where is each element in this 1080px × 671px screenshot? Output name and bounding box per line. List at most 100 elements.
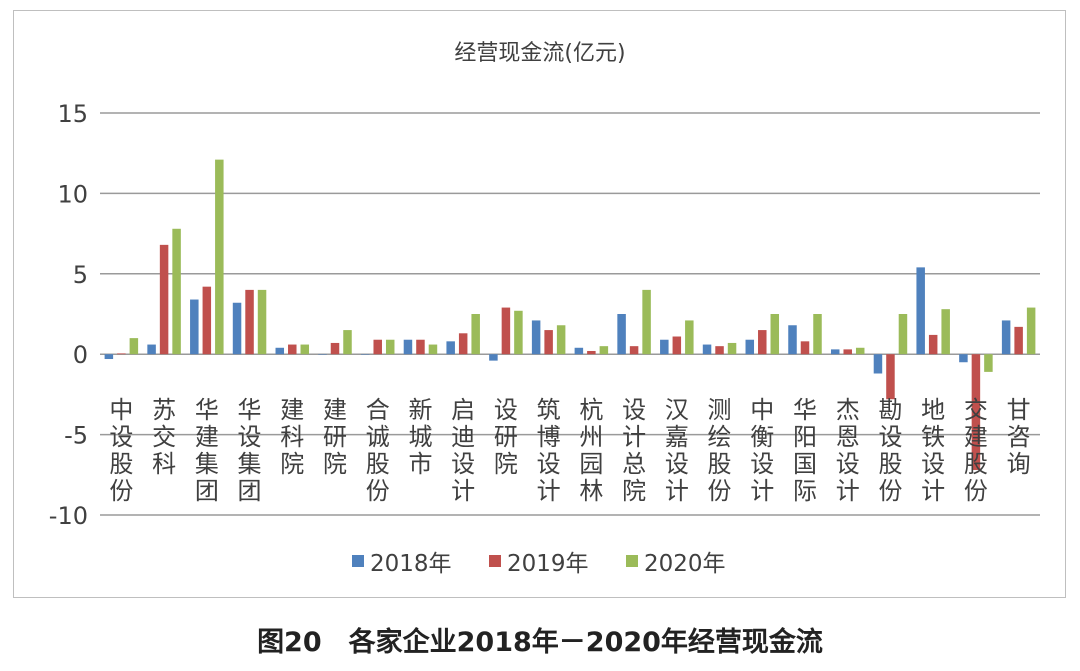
bar-2018年-杰恩设计 [830,349,840,355]
x-tick-label: 林 [579,477,603,505]
x-tick-label: 集 [238,450,262,478]
x-tick-label: 新 [408,396,432,424]
bar-2019年-甘咨询 [1014,326,1023,355]
bar-2020年-华设集团 [257,289,267,355]
bar-2018年-中衡设计 [745,339,755,355]
x-tick-label: 股 [878,450,902,478]
bar-2019年-华建集团 [202,286,212,355]
x-tick-label: 份 [878,477,902,505]
legend-label: 2020年 [644,551,726,577]
bar-2019年-新城市 [416,339,425,355]
x-tick-label: 华 [238,396,262,424]
bar-2019年-汉嘉设计 [672,336,682,355]
x-tick-label: 院 [622,477,646,505]
bar-2020年-筑博设计 [556,325,566,355]
bar-2019年-地铁设计 [928,334,938,355]
x-tick-label: 设 [878,423,902,451]
x-tick-label: 设 [921,450,945,478]
x-tick-label: 中 [109,396,133,424]
x-tick-label: 设 [537,450,561,478]
x-tick-label: 杰 [836,396,860,424]
x-tick-label: 铁 [921,423,945,451]
x-tick-label: 绘 [708,423,732,451]
x-tick-label: 地 [921,396,945,424]
x-tick-label: 计 [622,423,646,451]
y-tick-label: 10 [57,180,88,208]
bar-2020年-地铁设计 [941,309,950,355]
cash-flow-chart: 经营现金流(亿元)151050-5-10中设股份苏交科华建集团华设集团建科院建研… [49,41,1040,577]
x-tick-label: 博 [537,423,561,451]
bar-2020年-甘咨询 [1026,307,1036,355]
x-tick-label: 设 [109,423,133,451]
bar-2020年-汉嘉设计 [685,320,694,355]
x-tick-label: 设 [836,450,860,478]
bar-2019年-中设股份 [117,353,126,355]
x-tick-label: 计 [451,477,475,505]
x-tick-label: 股 [366,450,390,478]
x-tick-label: 研 [323,423,347,451]
x-tick-label: 团 [238,477,262,505]
x-tick-label: 份 [366,477,390,505]
x-tick-label: 设 [750,450,774,478]
bar-2020年-启迪设计 [471,314,480,355]
bar-2019年-华阳国际 [800,341,810,355]
bar-2018年-合诚股份 [360,354,370,355]
bar-2019年-建研院 [330,342,340,355]
chart-frame [13,10,1066,598]
bar-2018年-华阳国际 [788,325,797,355]
x-tick-label: 国 [793,450,817,478]
bar-2020年-华阳国际 [813,314,822,355]
bar-2019年-设计总院 [629,346,639,355]
bar-2019年-测绘股份 [715,346,724,355]
bar-2020年-中衡设计 [770,314,780,355]
bar-2020年-建科院 [300,344,310,355]
bar-2020年-杰恩设计 [855,347,865,355]
x-tick-label: 苏 [152,396,176,424]
bar-2020年-设计总院 [642,289,651,355]
bar-2019年-杭州园林 [587,350,596,355]
bar-2020年-新城市 [428,344,438,355]
bar-2018年-地铁设计 [916,267,925,355]
x-tick-label: 设 [665,450,689,478]
bar-2018年-华建集团 [190,299,199,355]
bar-2019年-苏交科 [159,244,169,355]
x-tick-label: 计 [537,477,561,505]
bar-2019年-中衡设计 [758,330,767,355]
x-tick-label: 设 [622,396,646,424]
legend-swatch [352,555,364,567]
x-tick-label: 计 [750,477,774,505]
x-tick-label: 院 [323,450,347,478]
x-tick-label: 份 [109,477,133,505]
x-tick-label: 汉 [665,396,689,424]
bar-2020年-合诚股份 [385,339,395,355]
bar-2020年-建研院 [343,330,352,355]
bar-2019年-华设集团 [245,289,254,355]
bar-2019年-交建股份 [971,354,981,470]
x-tick-label: 建 [323,396,347,424]
bar-2018年-建科院 [275,347,285,355]
bar-2018年-设研院 [489,354,498,361]
x-tick-label: 城 [408,423,432,451]
x-tick-label: 迪 [451,423,475,451]
x-tick-label: 诚 [366,423,390,451]
bar-2018年-华设集团 [232,302,242,355]
bar-2019年-设研院 [501,307,511,355]
x-tick-label: 份 [708,477,732,505]
y-tick-label: 0 [73,341,88,369]
x-tick-label: 华 [793,396,817,424]
legend-swatch [489,555,501,567]
y-tick-label: -5 [64,422,88,450]
bar-2018年-中设股份 [104,354,114,360]
x-tick-label: 设 [494,396,518,424]
bar-2018年-新城市 [403,339,413,355]
x-tick-label: 股 [109,450,133,478]
x-tick-label: 院 [494,450,518,478]
x-tick-label: 设 [451,450,475,478]
figure-caption: 图20 各家企业2018年－2020年经营现金流 [257,627,823,658]
bar-2020年-苏交科 [172,228,181,355]
x-tick-label: 建 [195,423,219,451]
x-tick-label: 科 [280,423,304,451]
x-tick-label: 计 [665,477,689,505]
x-tick-label: 甘 [1007,396,1031,424]
x-tick-label: 院 [280,450,304,478]
